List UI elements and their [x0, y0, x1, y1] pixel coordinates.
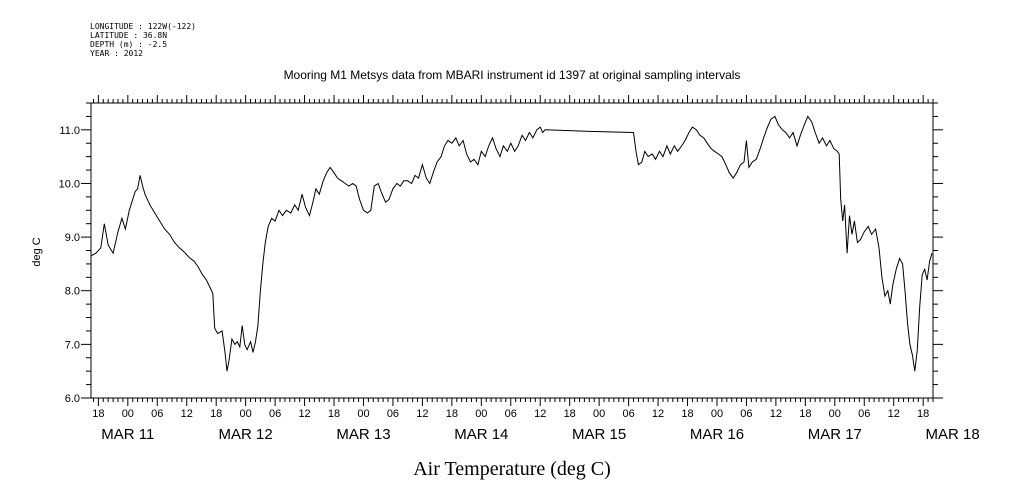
x-day-label: MAR 11	[101, 426, 154, 443]
depth-label: DEPTH (m) : -2.5	[90, 40, 168, 49]
longitude-label: LONGITUDE : 122W(-122)	[90, 22, 196, 31]
x-day-label: MAR 18	[926, 426, 980, 443]
x-tick-label: 12	[416, 408, 428, 420]
x-day-label: MAR 12	[219, 426, 273, 443]
x-tick-label: 18	[446, 408, 458, 420]
x-tick-label: 06	[858, 408, 870, 420]
y-tick-label: 9.0	[65, 232, 80, 244]
x-tick-label: 00	[357, 408, 369, 420]
series-line	[90, 115, 933, 372]
x-day-label: MAR 13	[336, 426, 390, 443]
y-tick-label: 6.0	[65, 393, 80, 405]
x-tick-label: 00	[475, 408, 487, 420]
x-tick-label: 00	[711, 408, 723, 420]
x-tick-label: 18	[210, 408, 222, 420]
x-tick-label: 18	[681, 408, 693, 420]
metadata-block: LONGITUDE : 122W(-122) LATITUDE : 36.8N …	[90, 22, 196, 58]
y-tick-label: 7.0	[65, 339, 80, 351]
x-tick-label: 18	[799, 408, 811, 420]
x-tick-label: 00	[122, 408, 134, 420]
y-tick-label: 8.0	[65, 286, 80, 298]
y-axis-label: deg C	[31, 237, 43, 266]
year-label: YEAR : 2012	[90, 49, 143, 58]
x-tick-label: 12	[888, 408, 900, 420]
x-day-label: MAR 16	[690, 426, 744, 443]
x-tick-label: 06	[740, 408, 752, 420]
x-tick-label: 18	[917, 408, 929, 420]
latitude-label: LATITUDE : 36.8N	[90, 31, 168, 40]
x-tick-label: 12	[298, 408, 310, 420]
x-tick-label: 12	[181, 408, 193, 420]
axes-group: 18 00 06 12 18 00 06 12 18 00 06 12 18 00 06 12 18 00 06 12…	[59, 95, 980, 443]
x-day-label: MAR 14	[454, 426, 508, 443]
plot-frame	[90, 102, 934, 399]
x-tick-label: 06	[622, 408, 634, 420]
x-tick-label: 12	[534, 408, 546, 420]
x-day-label: MAR 17	[808, 426, 862, 443]
x-tick-label: 18	[92, 408, 104, 420]
x-tick-label: 12	[770, 408, 782, 420]
x-tick-label: 00	[829, 408, 841, 420]
x-tick-label: 06	[505, 408, 517, 420]
x-tick-label: 00	[240, 408, 252, 420]
x-day-label: MAR 15	[572, 426, 626, 443]
y-tick-label: 10.0	[59, 178, 80, 190]
x-tick-label: 18	[564, 408, 576, 420]
y-tick-label: 11.0	[59, 125, 80, 137]
x-tick-label: 00	[593, 408, 605, 420]
x-tick-label: 06	[269, 408, 281, 420]
x-axis-label: Air Temperature (deg C)	[413, 458, 611, 480]
chart-title: Mooring M1 Metsys data from MBARI instru…	[284, 68, 741, 82]
x-tick-label: 06	[151, 408, 163, 420]
x-tick-label: 12	[652, 408, 664, 420]
x-tick-label: 06	[387, 408, 399, 420]
x-tick-label: 18	[328, 408, 340, 420]
